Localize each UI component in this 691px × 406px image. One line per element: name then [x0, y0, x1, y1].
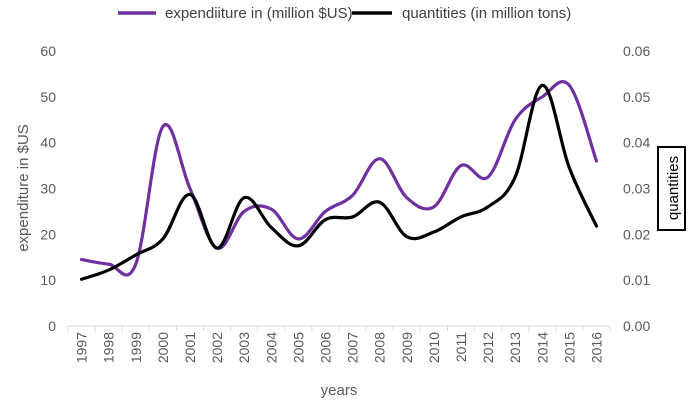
x-tick-label: 2013	[507, 332, 523, 363]
tick-labels: 1997 1998 1999 2000 2001 2002 2003 2004 2005 2006…	[40, 43, 650, 363]
series	[79, 80, 599, 281]
y-axis-title: expenditure in $US	[15, 124, 32, 252]
x-tick-label: 1997	[74, 332, 90, 363]
x-tick-label: 1998	[101, 332, 117, 363]
y-tick-label: 60	[40, 43, 56, 59]
y2-tick-label: 0.05	[623, 89, 650, 105]
y-tick-label: 30	[40, 181, 56, 197]
y-tick-label: 20	[40, 226, 56, 242]
x-axis-title: years	[321, 382, 358, 399]
y2-tick-label: 0.04	[623, 135, 650, 151]
x-tick-label: 2008	[372, 332, 388, 363]
y-tick-label: 50	[40, 89, 56, 105]
x-tick-label: 2003	[236, 332, 252, 363]
y2-tick-label: 0.00	[623, 318, 650, 334]
x-tick-label: 2002	[209, 332, 225, 363]
x-tick-label: 2014	[534, 332, 550, 363]
expenditure-series-line	[79, 80, 599, 277]
x-tick-label: 2000	[155, 332, 171, 363]
x-tick-label: 2007	[345, 332, 361, 363]
y2-tick-label: 0.03	[623, 181, 650, 197]
x-tick-label: 2016	[588, 332, 604, 363]
legend-label: expendiiture in (million $US)	[165, 5, 353, 22]
y-tick-label: 0	[48, 318, 56, 334]
x-tick-label: 2015	[561, 332, 577, 363]
x-tick-label: 2010	[426, 332, 442, 363]
legend-label: quantities (in million tons)	[402, 5, 571, 22]
legend: expendiiture in (million $US) quantities …	[118, 5, 571, 22]
y2-axis-title-box	[657, 146, 686, 231]
y2-tick-label: 0.06	[623, 43, 650, 59]
x-tick-label: 2006	[317, 332, 333, 363]
y2-axis-title: quantities	[665, 156, 682, 220]
y-tick-label: 10	[40, 272, 56, 288]
x-tick-label: 2004	[263, 332, 279, 363]
x-tick-label: 1999	[128, 332, 144, 363]
quantities-series-line	[79, 83, 599, 281]
x-tick-label: 2012	[480, 332, 496, 363]
y2-tick-label: 0.01	[623, 272, 650, 288]
x-tick-label: 2009	[399, 332, 415, 363]
y-tick-label: 40	[40, 135, 56, 151]
x-tick-label: 2005	[290, 332, 306, 363]
x-tick-label: 2011	[453, 332, 469, 362]
y2-tick-label: 0.02	[623, 226, 650, 242]
axes	[67, 325, 611, 331]
x-tick-label: 2001	[182, 332, 198, 363]
